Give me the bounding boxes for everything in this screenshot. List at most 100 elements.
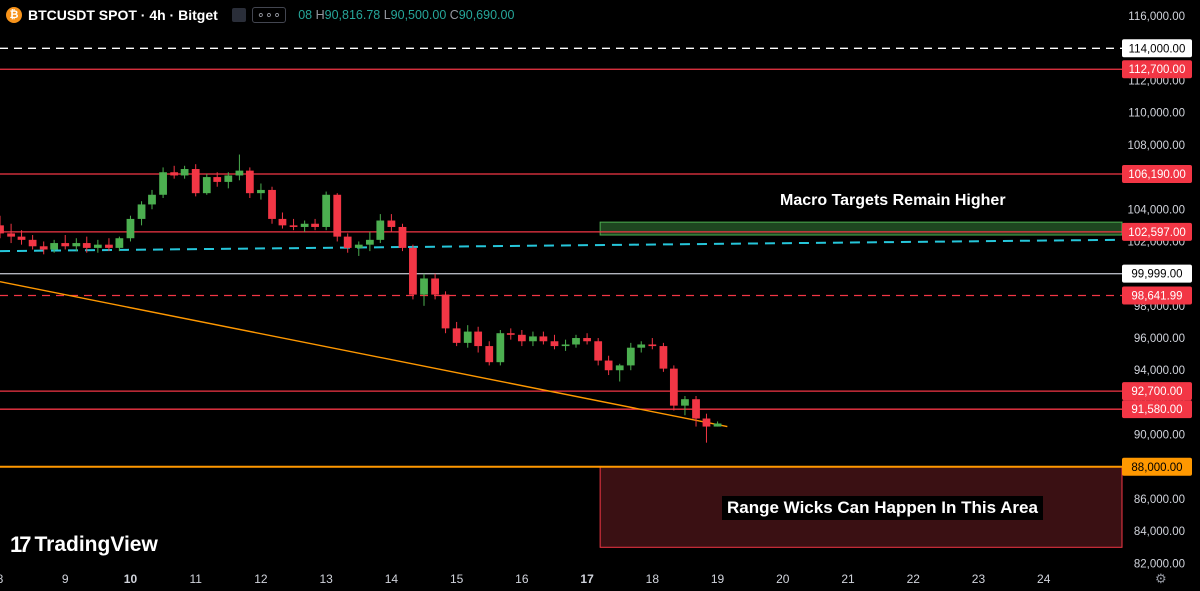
descending-trendline [0, 281, 728, 428]
candle [278, 212, 287, 229]
ohlc-readout: 08 H90,816.78 L90,500.00 C90,690.00 [298, 8, 514, 22]
candle-body [82, 243, 91, 248]
candle [39, 241, 48, 255]
candle [72, 238, 81, 252]
time-tick-label: 23 [972, 572, 986, 586]
candle [354, 241, 363, 256]
candle-body [550, 341, 559, 347]
candle-body [224, 175, 233, 182]
price-level-tag [1122, 457, 1192, 476]
tradingview-logo-icon: 17 [10, 532, 32, 557]
candle-body [626, 347, 635, 366]
price-level-label: 88,000.00 [1131, 462, 1182, 474]
candle [235, 154, 244, 181]
candle-body [692, 399, 700, 419]
price-level-tag [1122, 222, 1192, 241]
time-tick-label: 10 [124, 572, 138, 586]
candle-body [529, 336, 537, 342]
price-level-tag [1122, 264, 1192, 283]
candle [191, 164, 200, 197]
price-tick-label: 86,000.00 [1134, 494, 1185, 506]
candle-body [257, 189, 265, 194]
candle [17, 230, 26, 245]
candle-body [604, 360, 613, 371]
candle-body [713, 423, 722, 427]
candle-body [170, 172, 179, 176]
price-tick-label: 112,000.00 [1128, 75, 1185, 87]
candle [431, 273, 439, 300]
candle-body [463, 331, 472, 343]
chart-title[interactable]: BTCUSDT SPOT · 4h · Bitget [28, 7, 218, 23]
time-tick-label: 11 [189, 572, 202, 586]
price-level-label: 112,700.00 [1129, 64, 1186, 76]
candle [343, 233, 352, 253]
candle [213, 172, 222, 187]
candle [463, 325, 472, 348]
time-tick-label: 21 [841, 572, 855, 586]
price-level-labels: 114,000.00 112,700.00 106,190.00 102,597.00… [1122, 39, 1192, 476]
macro-targets-annotation: Macro Targets Remain Higher [780, 192, 1006, 209]
time-tick-label: 22 [907, 572, 921, 586]
candle [115, 236, 124, 252]
candle-body [354, 244, 363, 248]
candle-body [561, 344, 570, 347]
price-level-tag [1122, 60, 1192, 79]
price-level-label: 98,641.99 [1131, 291, 1182, 303]
candle-body [311, 223, 319, 227]
candle [452, 321, 461, 347]
candle-body [300, 223, 309, 227]
tradingview-branding[interactable]: 17 TradingView [10, 532, 158, 558]
candle-body [159, 172, 167, 195]
candle [322, 191, 331, 231]
candle [180, 165, 189, 179]
candle [506, 328, 515, 340]
price-tick-label: 108,000.00 [1127, 140, 1185, 152]
candle [148, 189, 156, 210]
candle [300, 220, 309, 232]
price-tick-label: 96,000.00 [1134, 333, 1185, 345]
candle [681, 395, 689, 416]
candle-body [387, 220, 396, 227]
candle-body [180, 169, 189, 176]
candle-body [485, 346, 494, 363]
price-level-label: 114,000.00 [1129, 43, 1186, 55]
time-tick-label: 12 [254, 572, 268, 586]
price-level-label: 99,999.00 [1131, 269, 1182, 281]
candle-body [343, 236, 352, 248]
candle-body [659, 346, 668, 369]
price-tick-label: 84,000.00 [1134, 526, 1185, 538]
more-icon[interactable]: ∘∘∘ [251, 7, 287, 23]
candle-body [681, 399, 689, 406]
time-tick-label: 8 [0, 572, 4, 586]
candle [50, 239, 59, 253]
candle [626, 342, 635, 371]
price-level-label: 91,580.00 [1131, 404, 1182, 416]
price-level-label: 106,190.00 [1128, 169, 1186, 181]
price-level-tag [1122, 39, 1192, 58]
candle [441, 291, 450, 334]
candle-body [28, 239, 37, 247]
candle-body [137, 204, 146, 219]
price-level-tag [1122, 286, 1192, 305]
candle-body [669, 368, 678, 406]
hide-button[interactable] [231, 8, 246, 22]
candle-body [17, 236, 26, 240]
candle-body [7, 233, 15, 237]
candle-body [452, 328, 461, 343]
close-value: 90,690.00 [458, 8, 515, 22]
candle [659, 342, 668, 372]
candle-body [496, 333, 505, 363]
candle-body [637, 344, 646, 348]
candle-body [50, 243, 59, 250]
candle-body [93, 244, 102, 248]
macro-target-zone [599, 221, 1123, 236]
candle-body [365, 239, 374, 245]
candle-body [539, 336, 548, 342]
gear-icon[interactable]: ⚙ [1155, 571, 1167, 586]
candle-body [289, 225, 298, 227]
candle [289, 218, 298, 231]
candle-body [441, 294, 450, 329]
time-tick-label: 19 [711, 572, 725, 586]
candle-body [268, 189, 276, 219]
tradingview-name: TradingView [34, 533, 158, 556]
